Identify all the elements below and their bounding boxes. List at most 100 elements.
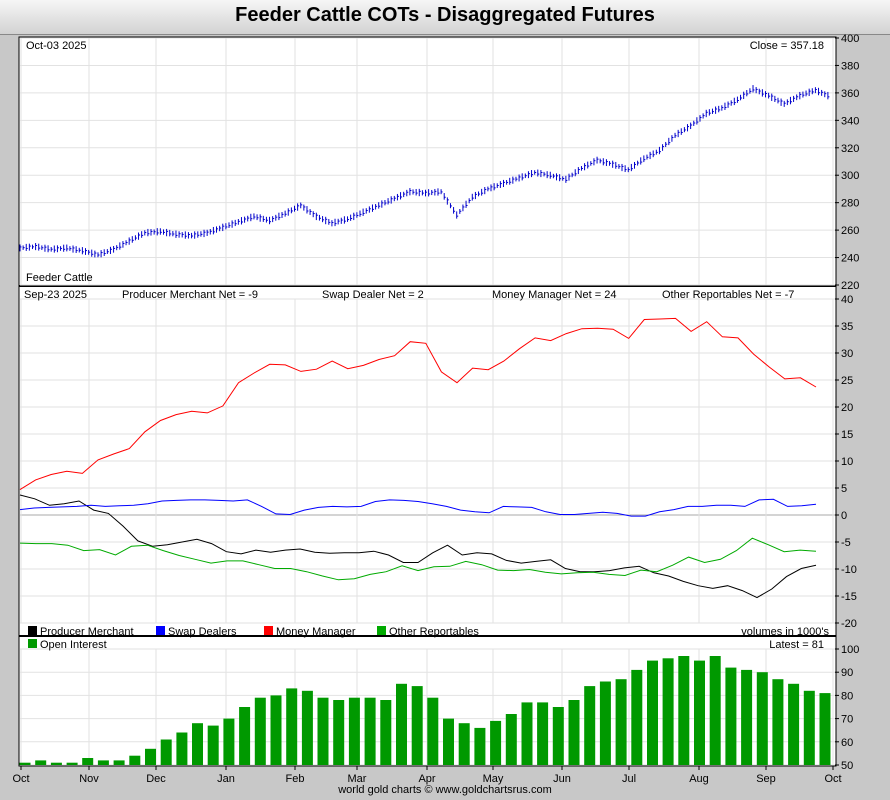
y-tick-label: -15: [841, 591, 857, 603]
oi-bar: [788, 683, 800, 765]
series-line-other-reportables: [19, 537, 817, 581]
x-tick-label: Jun: [553, 773, 571, 785]
oi-bar: [254, 697, 266, 765]
y-tick-label: 25: [841, 375, 853, 387]
oi-bar: [443, 718, 454, 765]
oi-bar: [647, 660, 658, 765]
close-label: Close = 357.18: [750, 40, 824, 52]
x-tick-label: Aug: [689, 773, 709, 785]
oi-bar: [380, 700, 392, 765]
y-tick-label: 50: [841, 760, 853, 772]
price-date-label: Oct-03 2025: [26, 40, 87, 52]
x-tick-label: May: [483, 773, 504, 785]
y-tick-label: 70: [841, 714, 853, 726]
oi-bar: [505, 714, 517, 765]
y-tick-label: 360: [841, 88, 859, 100]
oi-bar: [82, 758, 94, 765]
volume-note: volumes in 1000's: [741, 626, 829, 638]
x-tick-label: Mar: [348, 773, 367, 785]
oi-bar: [396, 683, 407, 765]
oi-bar: [364, 697, 376, 765]
x-tick-label: Jul: [622, 773, 636, 785]
footer-credit: world gold charts © www.goldchartsrus.co…: [338, 784, 552, 796]
y-tick-label: 220: [841, 280, 859, 292]
series-line-money-manager: [19, 317, 817, 491]
money-net-label: Money Manager Net = 24: [492, 289, 616, 301]
x-tick-label: Nov: [79, 773, 99, 785]
cot-series: [19, 317, 817, 599]
chart-title: Feeder Cattle COTs - Disaggregated Futur…: [235, 4, 655, 26]
oi-bar: [521, 702, 533, 765]
x-axis-ticks: Oct Nov Dec Jan Feb Mar Apr May Jun Jul Aug Sep Oct: [12, 766, 842, 785]
oi-bar: [348, 697, 360, 765]
oi-bar: [176, 732, 188, 765]
oi-bar: [537, 702, 549, 765]
legend-producer: Producer Merchant: [40, 626, 134, 638]
oi-bar: [286, 688, 298, 765]
oi-bar: [317, 697, 329, 765]
legend-swatch-other: [377, 626, 386, 635]
y-tick-label: 35: [841, 321, 853, 333]
oi-bar: [772, 679, 784, 765]
y-tick-label: 90: [841, 667, 853, 679]
legend-swatch-producer: [28, 626, 37, 635]
oi-bar: [584, 686, 596, 765]
oi-bar: [50, 762, 62, 765]
other-net-label: Other Reportables Net = -7: [662, 289, 794, 301]
x-tick-label: Apr: [418, 773, 435, 785]
oi-bar: [756, 672, 768, 765]
y-axis-ticks: 220240260280300320340360380400-20-15-10-…: [835, 33, 859, 772]
producer-net-label: Producer Merchant Net = -9: [122, 289, 258, 301]
oi-bar: [474, 727, 486, 765]
oi-bar: [145, 748, 156, 765]
x-tick-label: Oct: [12, 773, 29, 785]
legend-swatch-swap: [156, 626, 165, 635]
oi-bar: [631, 669, 643, 765]
y-tick-label: 380: [841, 60, 859, 72]
y-tick-label: 20: [841, 402, 853, 414]
oi-bar: [113, 760, 125, 765]
y-tick-label: 10: [841, 456, 853, 468]
oi-bar: [678, 656, 690, 765]
oi-bar: [741, 669, 753, 765]
oi-bar: [239, 707, 251, 765]
y-tick-label: 260: [841, 225, 859, 237]
cot-date-label: Sep-23 2025: [24, 289, 87, 301]
legend-money: Money Manager: [276, 626, 356, 638]
legend-swap: Swap Dealers: [168, 626, 237, 638]
oi-bar: [19, 762, 31, 765]
legend-other: Other Reportables: [389, 626, 479, 638]
oi-bar: [160, 739, 172, 765]
y-tick-label: 100: [841, 644, 859, 656]
oi-bar: [615, 679, 627, 765]
y-tick-label: 40: [841, 294, 853, 306]
oi-bar: [66, 762, 78, 765]
y-tick-label: 400: [841, 33, 859, 45]
oi-bar: [458, 723, 470, 765]
legend-swatch-oi: [28, 639, 37, 648]
series-line-producer-merchant: [19, 494, 817, 599]
oi-bar: [694, 660, 705, 765]
y-tick-label: -20: [841, 618, 857, 630]
oi-bar: [599, 681, 611, 765]
oi-bar: [192, 723, 203, 765]
y-tick-label: 5: [841, 483, 847, 495]
open-interest-bars: [19, 656, 831, 765]
price-series: [19, 85, 830, 258]
y-tick-label: 340: [841, 115, 859, 127]
oi-bar: [129, 755, 141, 765]
series-line-swap-dealers: [19, 498, 817, 517]
title-bar: Feeder Cattle COTs - Disaggregated Futur…: [0, 0, 890, 35]
legend-swatch-money: [264, 626, 273, 635]
oi-bar: [35, 760, 47, 765]
oi-bar: [490, 720, 502, 765]
oi-bar: [270, 695, 282, 765]
oi-bar: [411, 686, 423, 765]
swap-net-label: Swap Dealer Net = 2: [322, 289, 424, 301]
y-tick-label: 60: [841, 737, 853, 749]
oi-bar: [552, 707, 564, 765]
oi-bar: [207, 725, 219, 765]
oi-bar: [301, 690, 313, 765]
